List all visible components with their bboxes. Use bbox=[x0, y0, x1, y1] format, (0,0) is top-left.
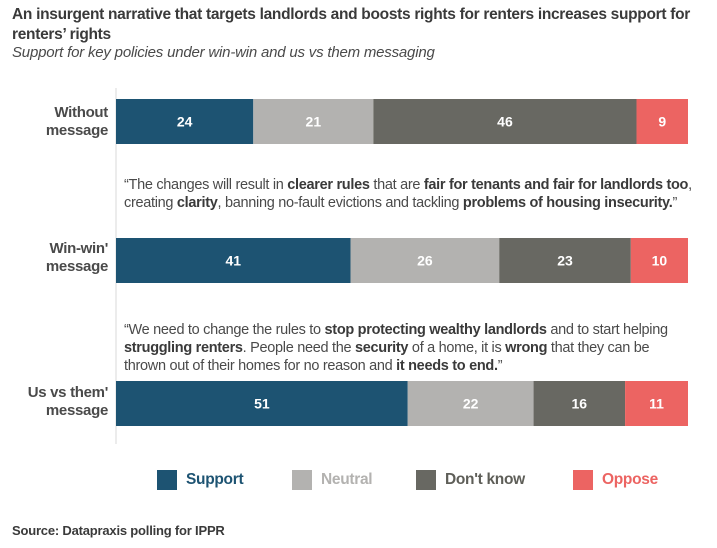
row-label-line: message bbox=[45, 402, 108, 419]
row-label-us-vs-them: Us vs them' message bbox=[0, 384, 109, 420]
bar-segment-oppose bbox=[630, 238, 688, 283]
quote-text: , creating bbox=[124, 177, 692, 211]
legend-label-neutral: Neutral bbox=[321, 471, 373, 488]
quote-text: “The changes will result in bbox=[124, 177, 288, 193]
chart-subtitle: Support for key policies under win-win a… bbox=[12, 44, 435, 61]
row-label-win-win: Win-win' message bbox=[0, 240, 108, 276]
row-label-line: Us vs them' bbox=[27, 384, 109, 401]
quote-text: ” bbox=[497, 358, 503, 374]
row-label-line: message bbox=[45, 258, 108, 275]
quote-win-win: “The changes will result in clearer rule… bbox=[124, 176, 694, 212]
quote-text: that they can be thrown out of their hom… bbox=[124, 340, 650, 374]
legend-label-oppose: Oppose bbox=[602, 471, 658, 488]
quote-text: that are bbox=[369, 177, 424, 193]
bar-segment-don-t-know bbox=[533, 381, 626, 426]
bar-segment-neutral bbox=[253, 99, 374, 144]
legend-label-dont-know: Don't know bbox=[445, 471, 525, 488]
bar-value-label: 41 bbox=[225, 253, 241, 269]
bar-value-label: 10 bbox=[652, 253, 668, 269]
bar-segment-support bbox=[116, 99, 254, 144]
bar-value-label: 23 bbox=[557, 253, 573, 269]
quote-text: “We need to change the rules to bbox=[124, 322, 325, 338]
bar-value-label: 11 bbox=[649, 396, 664, 412]
quote-emphasis: security bbox=[354, 340, 409, 356]
bar-segment-support bbox=[116, 238, 351, 283]
quote-emphasis: stop protecting wealthy landlords bbox=[324, 322, 547, 338]
bar-value-label: 22 bbox=[463, 396, 479, 412]
row-label-without-message: Without message bbox=[0, 104, 108, 140]
quote-emphasis: clarity bbox=[176, 195, 218, 211]
bar-segment-neutral bbox=[407, 381, 534, 426]
legend-item-oppose: Oppose bbox=[573, 470, 658, 490]
legend-item-support: Support bbox=[157, 470, 244, 490]
bar-value-label: 16 bbox=[572, 396, 588, 412]
row-label-line: Win-win' bbox=[49, 240, 108, 257]
source-note: Source: Datapraxis polling for IPPR bbox=[12, 523, 225, 538]
quote-us-vs-them: “We need to change the rules to stop pro… bbox=[124, 321, 694, 375]
bar-segment-support bbox=[116, 381, 408, 426]
legend-swatch-support bbox=[157, 470, 177, 490]
legend-label-support: Support bbox=[186, 471, 244, 488]
bar-value-label: 24 bbox=[177, 114, 193, 130]
bar-value-label: 46 bbox=[497, 114, 513, 130]
bar-value-label: 51 bbox=[254, 396, 270, 412]
quote-text: , banning no-fault evictions and tacklin… bbox=[217, 195, 463, 211]
quote-emphasis: wrong bbox=[505, 340, 548, 356]
quote-emphasis: fair for tenants and fair for landlords … bbox=[423, 177, 689, 193]
bar-segment-neutral bbox=[350, 238, 500, 283]
row-label-line: message bbox=[45, 122, 108, 139]
quote-text: ” bbox=[672, 195, 677, 211]
bar-segment-don-t-know bbox=[373, 99, 637, 144]
legend-swatch-oppose bbox=[573, 470, 593, 490]
legend-item-dont-know: Don't know bbox=[416, 470, 525, 490]
bar-segment-oppose bbox=[636, 99, 688, 144]
legend-item-neutral: Neutral bbox=[292, 470, 373, 490]
row-label-line: Without bbox=[54, 104, 108, 121]
bar-segment-don-t-know bbox=[499, 238, 631, 283]
quote-emphasis: problems of housing insecurity. bbox=[462, 195, 673, 211]
legend-swatch-neutral bbox=[292, 470, 312, 490]
bar-value-label: 26 bbox=[417, 253, 433, 269]
quote-emphasis: it needs to end. bbox=[396, 358, 498, 374]
bar-value-label: 9 bbox=[658, 114, 666, 130]
quote-text: of a home, it is bbox=[408, 340, 506, 356]
chart-title: An insurgent narrative that targets land… bbox=[12, 6, 691, 43]
legend-swatch-dont-know bbox=[416, 470, 436, 490]
legend: Support Neutral Don't know Oppose bbox=[0, 470, 717, 494]
bar-segment-oppose bbox=[625, 381, 688, 426]
quote-text: and to start helping bbox=[546, 322, 668, 338]
quote-emphasis: struggling renters bbox=[124, 340, 243, 356]
quote-text: . People need the bbox=[242, 340, 355, 356]
bar-value-label: 21 bbox=[306, 114, 322, 130]
quote-emphasis: clearer rules bbox=[287, 177, 370, 193]
